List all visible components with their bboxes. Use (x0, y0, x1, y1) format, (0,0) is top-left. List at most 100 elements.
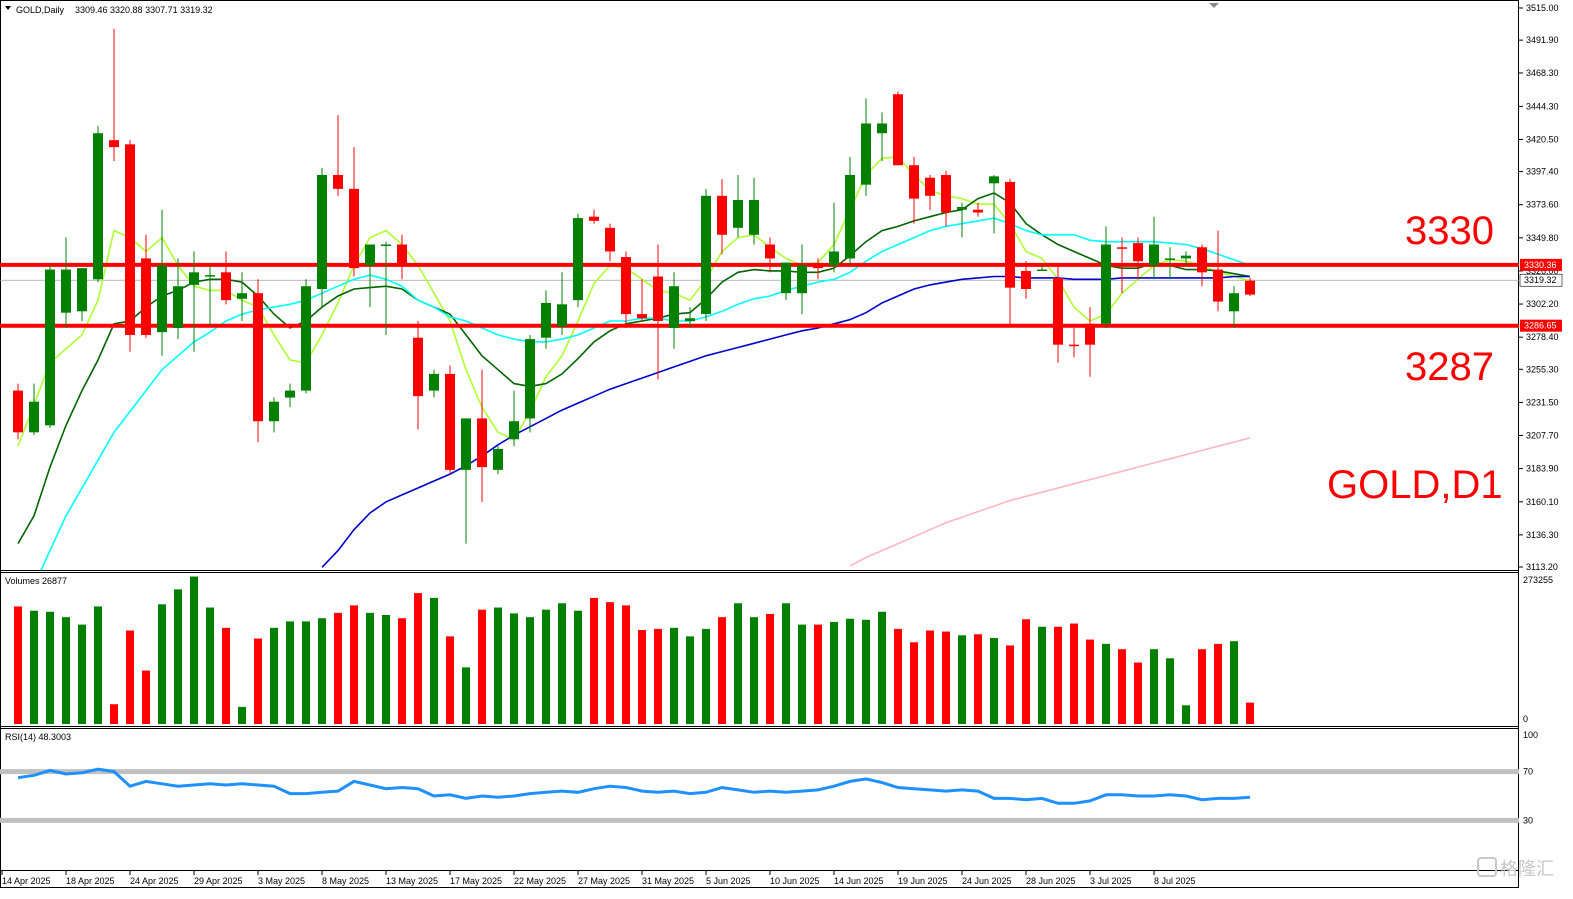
volume-bar (334, 612, 342, 724)
candle-body (1229, 293, 1239, 312)
current-price-box (1519, 273, 1563, 287)
volume-min-label: 0 (1523, 714, 1528, 724)
volume-bar (1054, 626, 1062, 724)
candle (237, 272, 247, 322)
volume-bar (494, 607, 502, 724)
rsi-level-label: 30 (1523, 815, 1533, 825)
candle-body (973, 209, 983, 213)
volume-bar (30, 610, 38, 724)
volume-bar (414, 593, 422, 724)
candle (1197, 244, 1207, 287)
candle-body (445, 373, 455, 470)
watermark-logo-icon (1477, 857, 1497, 877)
volume-bar (942, 631, 950, 724)
candle-body (1165, 258, 1175, 260)
price-tick-label: 3113.20 (1526, 562, 1558, 572)
volume-bar (542, 609, 550, 724)
candle (877, 112, 887, 162)
candle (765, 237, 775, 273)
candle-body (861, 123, 871, 185)
candle (589, 209, 599, 224)
volume-bar (1070, 623, 1078, 724)
volume-bar (1198, 649, 1206, 724)
candle (685, 307, 695, 328)
volume-bar (830, 621, 838, 724)
dropdown-triangle-icon[interactable] (5, 6, 11, 10)
candle (829, 202, 839, 273)
volume-bar (270, 627, 278, 724)
volume-bar (350, 605, 358, 724)
volume-bar (398, 618, 406, 724)
volume-bar (1006, 645, 1014, 724)
candle (45, 265, 55, 429)
volume-bar (510, 613, 518, 724)
candle-body (173, 286, 183, 328)
candle-body (1005, 181, 1015, 288)
time-tick-label: 19 Jun 2025 (898, 876, 948, 886)
volume-bar (910, 642, 918, 724)
volume-bar (878, 611, 886, 724)
candle (1245, 277, 1255, 296)
rsi-indicator: 100 70 30 (0, 730, 1538, 825)
rsi-level-label: 100 (1523, 730, 1538, 740)
candle (557, 272, 567, 335)
rsi-pane-label: RSI(14) 48.3003 (5, 732, 71, 742)
candle-body (957, 206, 967, 210)
time-tick-label: 8 May 2025 (322, 876, 369, 886)
volume-bar (526, 617, 534, 724)
volume-bar (14, 606, 22, 724)
ma-line-ma-pink (849, 437, 1251, 567)
volume-bar (622, 605, 630, 724)
candle (397, 234, 407, 280)
chart-shift-marker-icon[interactable] (1209, 3, 1219, 8)
volume-bar (478, 609, 486, 724)
candle-body (1021, 270, 1031, 290)
volume-bar (430, 597, 438, 724)
candle (269, 397, 279, 433)
candle (189, 251, 199, 352)
candle-body (941, 174, 951, 213)
time-tick-label: 5 Jun 2025 (706, 876, 751, 886)
candle (573, 213, 583, 308)
candle-body (205, 275, 215, 277)
volume-bar (590, 597, 598, 724)
volume-bar (638, 629, 646, 724)
volume-bar (862, 619, 870, 724)
candle (893, 91, 903, 166)
volume-bar (1230, 641, 1238, 724)
price-tick-label: 3397.40 (1526, 167, 1559, 177)
volume-bar (462, 667, 470, 724)
candle (605, 223, 615, 262)
candle-body (621, 257, 631, 315)
ma-line-ma-blue (321, 275, 1250, 568)
volume-bar (686, 636, 694, 724)
candle (141, 234, 151, 338)
candle (1037, 265, 1047, 272)
candle (301, 279, 311, 394)
volume-bar (1118, 649, 1126, 724)
candle (1005, 179, 1015, 326)
candle-body (1133, 243, 1143, 262)
volume-bar (62, 617, 70, 724)
candle-body (461, 418, 471, 470)
volume-bar (222, 627, 230, 724)
candle (349, 147, 359, 277)
price-tick-label: 3183.90 (1526, 464, 1559, 474)
candle (1021, 261, 1031, 299)
volume-bar (254, 638, 262, 724)
volume-bar (958, 635, 966, 724)
volume-bar (606, 602, 614, 724)
candle (1181, 251, 1191, 266)
candle (621, 251, 631, 328)
candle (781, 262, 791, 301)
candle (125, 140, 135, 352)
candle-body (781, 262, 791, 294)
candle (1101, 226, 1111, 328)
volume-bar (798, 624, 806, 724)
volume-bar (126, 630, 134, 724)
candle (845, 156, 855, 266)
candle (29, 383, 39, 436)
rsi-line (17, 767, 1251, 805)
candle-body (845, 174, 855, 259)
